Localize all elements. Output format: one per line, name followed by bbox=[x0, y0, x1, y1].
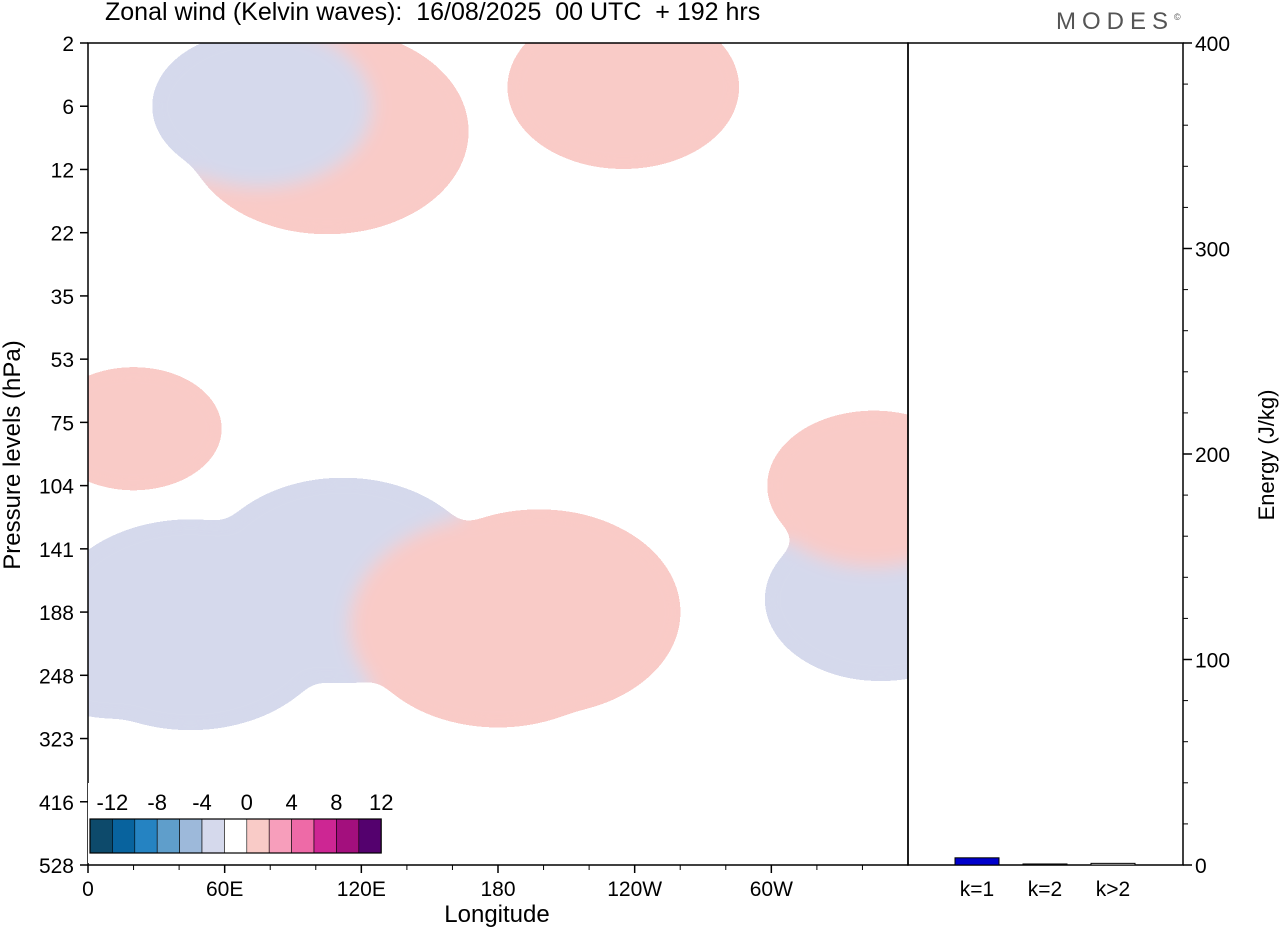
y-axis-label: Pressure levels (hPa) bbox=[0, 340, 26, 569]
colorbar-label: -12 bbox=[97, 790, 129, 815]
y-tick-label: 2 bbox=[62, 33, 74, 56]
colorbar-swatch bbox=[112, 818, 136, 854]
brand-logo: MODES© bbox=[1056, 8, 1181, 36]
y-tick-label: 22 bbox=[51, 223, 74, 246]
colorbar-label: -4 bbox=[192, 790, 212, 815]
colorbar-swatch bbox=[336, 818, 360, 854]
energy-bar bbox=[954, 857, 1000, 866]
brand-text: MODES bbox=[1056, 8, 1175, 35]
energy-tick-label: 400 bbox=[1195, 33, 1230, 56]
x-tick-label: 60W bbox=[750, 878, 793, 901]
energy-bars: k=1 k=2 k>2 bbox=[954, 857, 1136, 901]
right-axes: 0 100 200 300 400 bbox=[1183, 33, 1230, 878]
x-tick-label: 0 bbox=[82, 878, 94, 901]
bar-category-label: k=2 bbox=[1028, 878, 1062, 901]
brand-mark: © bbox=[1174, 12, 1181, 22]
x-tick-label: 60E bbox=[206, 878, 243, 901]
colorbar-swatch bbox=[156, 818, 180, 854]
colorbar-swatch bbox=[291, 818, 315, 854]
y-tick-label: 323 bbox=[39, 729, 74, 752]
wind-field bbox=[88, 43, 908, 737]
colorbar-swatch bbox=[268, 818, 292, 854]
colorbar-frame bbox=[89, 818, 382, 854]
wind-contour bbox=[760, 404, 908, 567]
colorbar-swatch bbox=[224, 818, 248, 854]
colorbar-label: 0 bbox=[241, 790, 253, 815]
wind-contour bbox=[145, 43, 373, 188]
y-tick-label: 141 bbox=[39, 539, 74, 562]
chart-title: Zonal wind (Kelvin waves): 16/08/2025 00… bbox=[105, 0, 761, 26]
colorbar-swatch bbox=[313, 818, 337, 854]
y-tick-label: 188 bbox=[39, 602, 74, 625]
y-tick-label: 104 bbox=[39, 476, 74, 499]
y-tick-label: 248 bbox=[39, 665, 74, 688]
wind-contour bbox=[391, 503, 687, 722]
y-tick-label: 528 bbox=[39, 855, 74, 878]
y-tick-label: 416 bbox=[39, 792, 74, 815]
energy-tick-label: 100 bbox=[1195, 650, 1230, 673]
plot-frame-right bbox=[907, 42, 1184, 866]
colorbar-swatch bbox=[179, 818, 203, 854]
y-tick-label: 75 bbox=[51, 412, 74, 435]
y-tick-label: 53 bbox=[51, 349, 74, 372]
energy-tick-label: 300 bbox=[1195, 239, 1230, 262]
colorbar-swatch bbox=[358, 818, 382, 854]
y-tick-label: 12 bbox=[51, 159, 74, 182]
bar-category-label: k>2 bbox=[1096, 878, 1130, 901]
x-tick-label: 180 bbox=[480, 878, 515, 901]
colorbar-label: 12 bbox=[369, 790, 393, 815]
wind-contour bbox=[88, 360, 229, 497]
colorbar-label: -8 bbox=[147, 790, 167, 815]
energy-bar bbox=[1090, 862, 1136, 866]
wind-contour bbox=[88, 562, 229, 726]
wind-contour bbox=[500, 43, 746, 176]
energy-axis-label: Energy (J/kg) bbox=[1254, 390, 1279, 521]
bar-category-label: k=1 bbox=[960, 878, 994, 901]
colorbar-swatch bbox=[246, 818, 270, 854]
x-tick-label: 120W bbox=[607, 878, 662, 901]
y-tick-label: 6 bbox=[62, 96, 74, 119]
colorbar-swatch bbox=[201, 818, 225, 854]
energy-tick-label: 200 bbox=[1195, 444, 1230, 467]
colorbar: -12 -8 -4 0 4 8 12 bbox=[88, 783, 393, 863]
x-axis-label: Longitude bbox=[444, 901, 549, 928]
colorbar-label: 8 bbox=[330, 790, 342, 815]
energy-tick-label: 0 bbox=[1195, 855, 1207, 878]
y-tick-label: 35 bbox=[51, 286, 74, 309]
x-tick-label: 120E bbox=[337, 878, 386, 901]
colorbar-swatch bbox=[89, 818, 113, 854]
energy-bar bbox=[1022, 863, 1068, 866]
colorbar-label: 4 bbox=[285, 790, 297, 815]
colorbar-swatch bbox=[134, 818, 158, 854]
